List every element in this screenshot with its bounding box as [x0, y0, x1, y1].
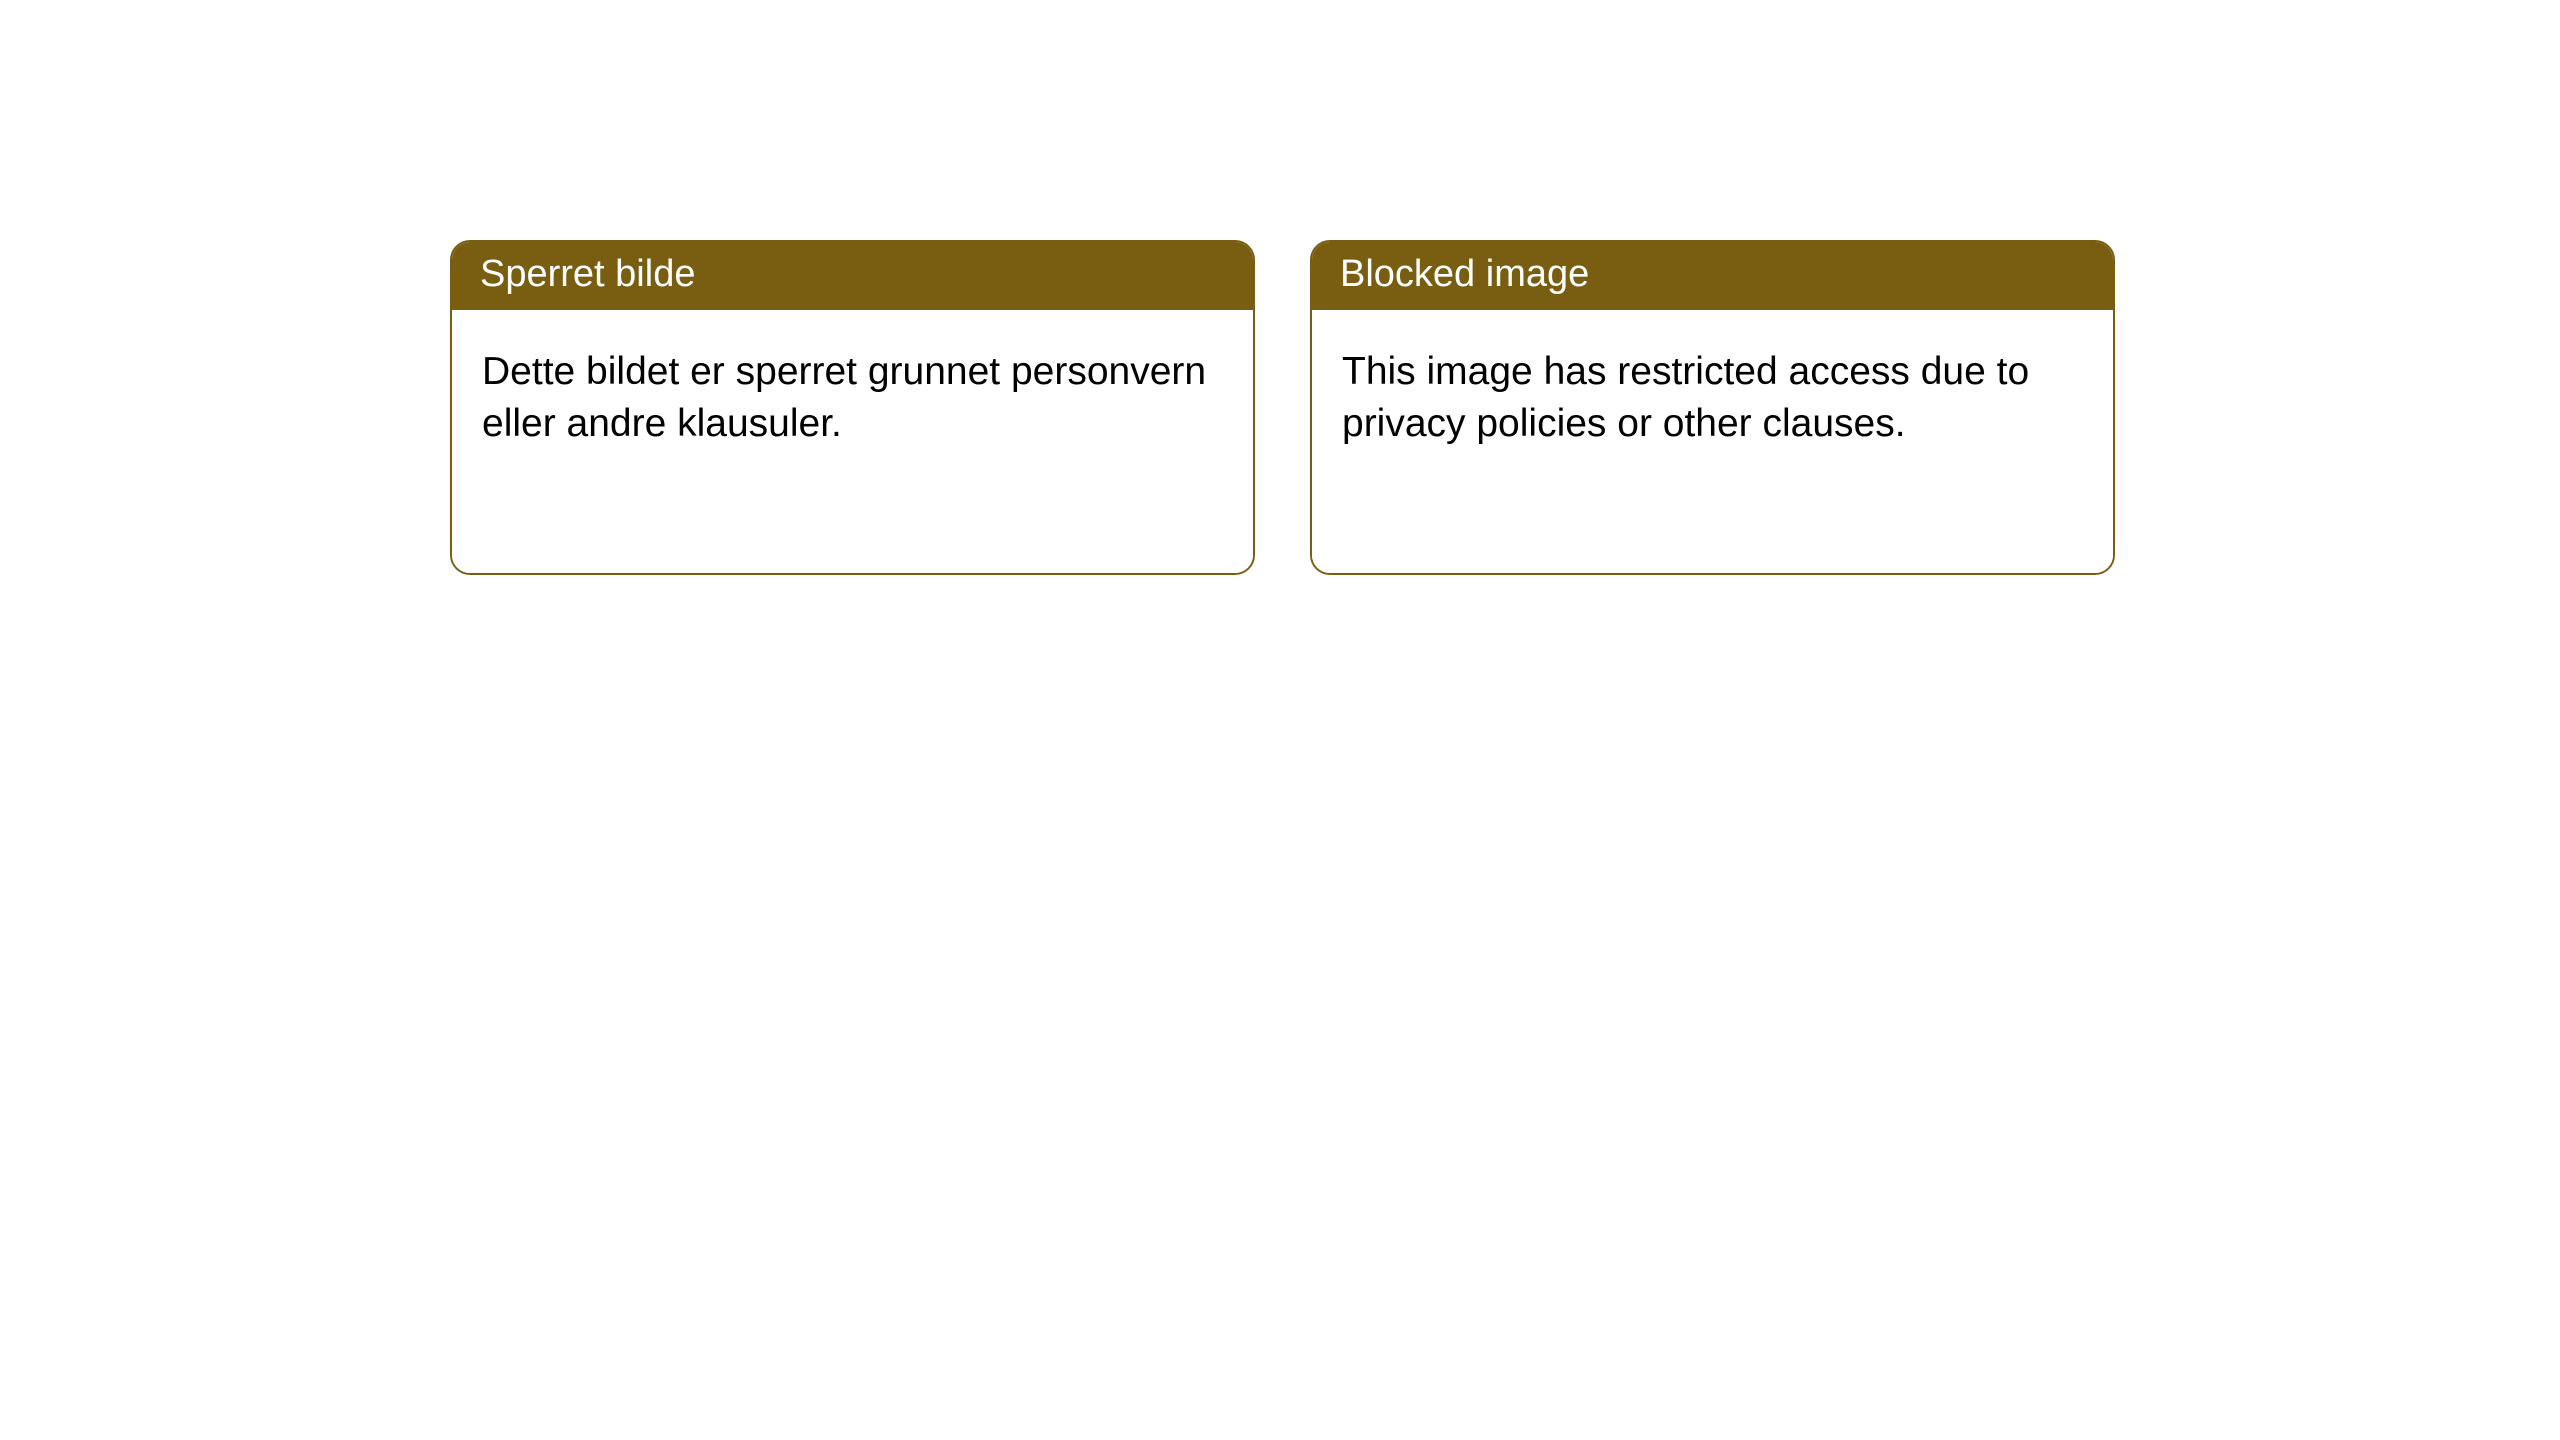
notice-card-english: Blocked image This image has restricted …	[1310, 240, 2115, 575]
notice-card-norwegian: Sperret bilde Dette bildet er sperret gr…	[450, 240, 1255, 575]
notice-body-english: This image has restricted access due to …	[1312, 310, 2113, 573]
notice-header-norwegian: Sperret bilde	[452, 242, 1253, 310]
notice-container: Sperret bilde Dette bildet er sperret gr…	[450, 240, 2115, 575]
notice-header-english: Blocked image	[1312, 242, 2113, 310]
notice-body-norwegian: Dette bildet er sperret grunnet personve…	[452, 310, 1253, 573]
